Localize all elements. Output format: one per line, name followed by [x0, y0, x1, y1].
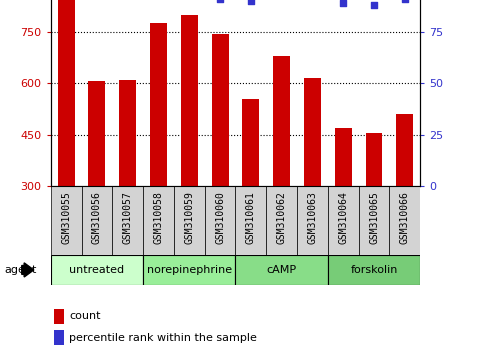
Text: GSM310058: GSM310058	[154, 192, 163, 244]
Bar	[397, 114, 413, 186]
Text: GSM310057: GSM310057	[123, 192, 133, 244]
Bar	[389, 186, 420, 255]
Text: GSM310063: GSM310063	[308, 192, 317, 244]
Text: norepinephrine: norepinephrine	[147, 265, 232, 275]
Text: GSM310064: GSM310064	[338, 192, 348, 244]
Bar	[55, 330, 64, 345]
Text: cAMP: cAMP	[267, 265, 297, 275]
Text: agent: agent	[5, 265, 37, 275]
Bar	[266, 186, 297, 255]
Text: GSM310066: GSM310066	[400, 192, 410, 244]
Bar	[174, 186, 205, 255]
Bar	[236, 186, 266, 255]
Point	[216, 0, 224, 2]
Bar	[335, 128, 352, 186]
Bar	[88, 81, 105, 186]
Point	[247, 0, 255, 4]
Bar	[181, 15, 198, 186]
Bar	[358, 186, 389, 255]
Text: forskolin: forskolin	[350, 265, 398, 275]
Bar	[143, 255, 236, 285]
Text: GSM310055: GSM310055	[61, 192, 71, 244]
Text: GSM310065: GSM310065	[369, 192, 379, 244]
Text: GSM310061: GSM310061	[246, 192, 256, 244]
Bar	[143, 186, 174, 255]
Bar	[304, 78, 321, 186]
Bar	[366, 133, 383, 186]
Bar	[236, 255, 328, 285]
Text: GSM310062: GSM310062	[277, 192, 286, 244]
Bar	[82, 186, 112, 255]
Bar	[273, 56, 290, 186]
Bar	[55, 309, 64, 324]
Bar	[212, 34, 228, 186]
Bar	[328, 186, 358, 255]
Point	[340, 0, 347, 6]
Bar	[328, 255, 420, 285]
Text: percentile rank within the sample: percentile rank within the sample	[69, 332, 257, 343]
Bar	[297, 186, 328, 255]
Bar	[51, 255, 143, 285]
Bar	[57, 0, 74, 186]
Bar	[242, 98, 259, 186]
Point	[370, 2, 378, 8]
Text: untreated: untreated	[70, 265, 125, 275]
Text: GSM310059: GSM310059	[185, 192, 194, 244]
Bar	[119, 80, 136, 186]
Text: count: count	[69, 311, 100, 321]
Text: GSM310060: GSM310060	[215, 192, 225, 244]
Bar	[205, 186, 236, 255]
Point	[401, 0, 409, 2]
Bar	[51, 186, 82, 255]
Bar	[150, 23, 167, 186]
Bar	[112, 186, 143, 255]
Text: GSM310056: GSM310056	[92, 192, 102, 244]
